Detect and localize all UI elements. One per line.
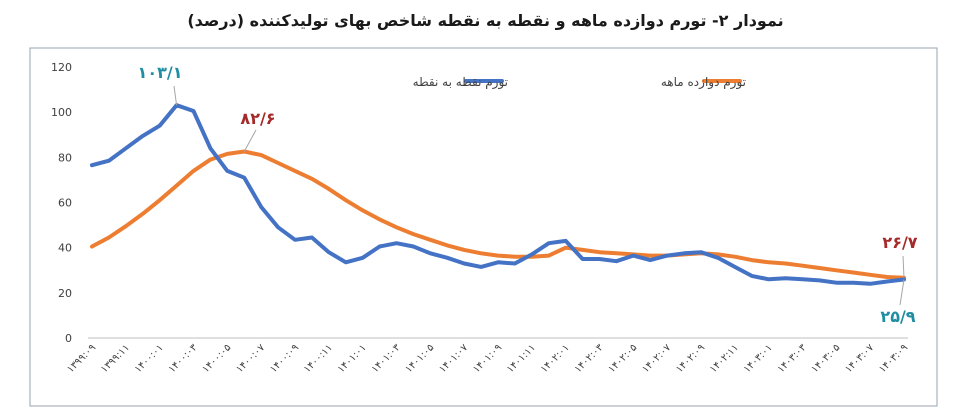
annotations: ۱۰۳/۱ ۸۲/۶ ۲۶/۷ ۲۵/۹ [138, 63, 918, 326]
y-axis: 0 20 40 60 80 100 120 [51, 61, 72, 345]
series-line-0 [90, 103, 906, 286]
x-tick-label: ۱۳۹۹:۱۱ [99, 342, 132, 375]
x-tick-label: ۱۴۰۳:۰۵ [809, 342, 842, 375]
y-tick-label: 120 [51, 61, 72, 74]
x-tick-label: ۱۴۰۱:۰۵ [403, 342, 436, 375]
x-tick-label: ۱۳۹۹:۰۹ [65, 342, 98, 375]
x-tick-label: ۱۴۰۱:۰۷ [437, 342, 470, 375]
series-line-1 [90, 149, 906, 280]
x-axis: ۱۳۹۹:۰۹ ۱۳۹۹:۱۱ ۱۴۰۰:۰۱ ۱۴۰۰:۰۳ ۱۴۰۰:۰۵ ۱۴۰۰:… [65, 342, 910, 375]
series-lines [90, 103, 906, 286]
annotation-leader-3 [899, 279, 905, 306]
chart-title: نمودار ۲- تورم دوازده ماهه و نقطه به نقط… [187, 11, 784, 30]
legend-label-1: تورم دوازده ماهه [661, 75, 746, 90]
chart-frame [29, 47, 938, 407]
legend-label-0: تورم نقطه به نقطه [413, 75, 508, 90]
y-tick-label: 40 [58, 242, 72, 255]
x-tick-label: ۱۴۰۳:۰۹ [877, 342, 910, 375]
x-tick-label: ۱۴۰۱:۰۱ [336, 342, 369, 375]
annotation-label-3: ۲۵/۹ [880, 307, 915, 326]
x-tick-label: ۱۴۰۰:۰۵ [200, 342, 233, 375]
x-tick-label: ۱۴۰۰:۰۳ [167, 342, 200, 375]
annotation-label-0: ۱۰۳/۱ [138, 63, 183, 82]
x-tick-label: ۱۴۰۳:۰۷ [843, 342, 876, 375]
annotation-leader-0 [173, 85, 178, 106]
y-tick-label: 20 [58, 287, 72, 300]
x-tick-label: ۱۴۰۰:۰۷ [234, 342, 267, 375]
y-tick-label: 60 [58, 197, 72, 210]
annotation-label-2: ۲۶/۷ [882, 233, 917, 252]
x-tick-label: ۱۴۰۰:۰۱ [133, 342, 166, 375]
x-tick-label: ۱۴۰۲:۰۱ [539, 342, 572, 375]
x-tick-label: ۱۴۰۲:۱۱ [708, 342, 741, 375]
x-tick-label: ۱۴۰۱:۱۱ [505, 342, 538, 375]
annotation-leader-1 [243, 129, 257, 152]
x-tick-label: ۱۴۰۲:۰۷ [640, 342, 673, 375]
annotation-leader-2 [902, 255, 905, 278]
x-tick-label: ۱۴۰۳:۰۱ [742, 342, 775, 375]
x-tick-label: ۱۴۰۲:۰۹ [674, 342, 707, 375]
y-tick-label: 100 [51, 106, 72, 119]
x-tick-label: ۱۴۰۰:۰۹ [268, 342, 301, 375]
x-tick-label: ۱۴۰۱:۰۳ [370, 342, 403, 375]
x-tick-label: ۱۴۰۳:۰۳ [776, 342, 809, 375]
y-tick-label: 80 [58, 151, 72, 164]
x-tick-label: ۱۴۰۰:۱۱ [302, 342, 335, 375]
y-tick-label: 0 [65, 332, 72, 345]
legend: تورم نقطه به نقطه تورم دوازده ماهه [413, 75, 746, 90]
x-tick-label: ۱۴۰۲:۰۵ [606, 342, 639, 375]
annotation-label-1: ۸۲/۶ [240, 109, 275, 128]
x-tick-label: ۱۴۰۱:۰۹ [471, 342, 504, 375]
x-tick-label: ۱۴۰۲:۰۳ [573, 342, 606, 375]
